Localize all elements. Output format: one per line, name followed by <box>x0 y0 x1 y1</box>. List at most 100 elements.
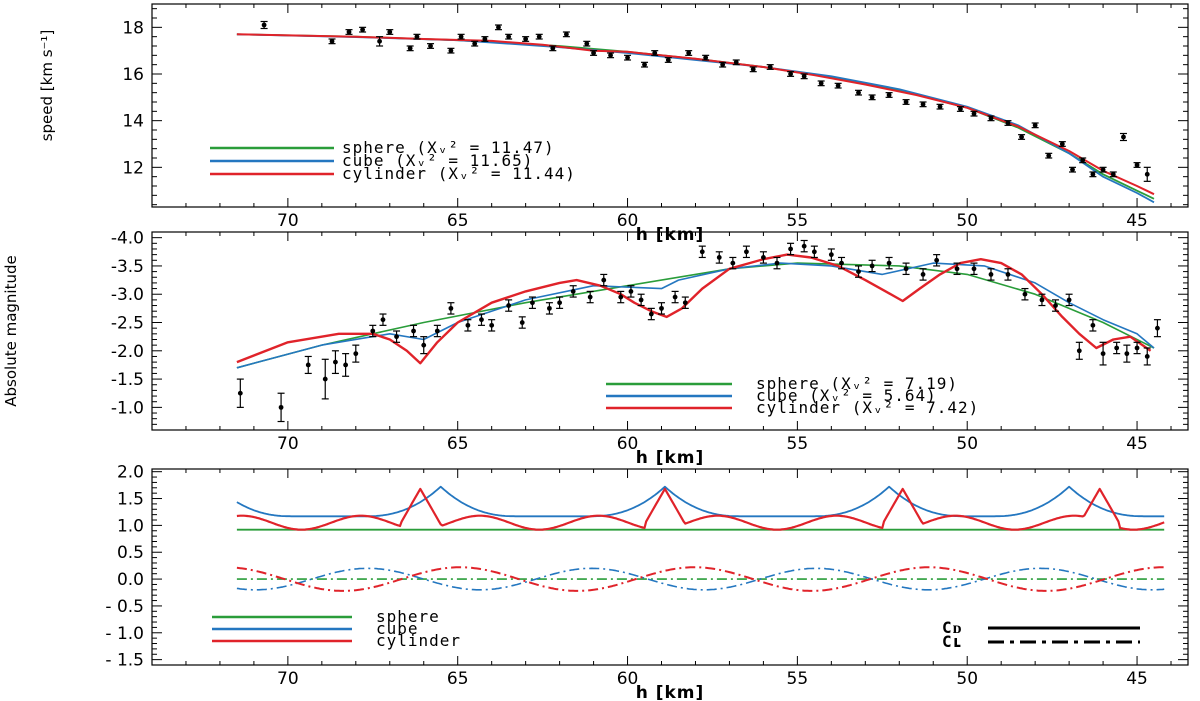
data-marker <box>411 328 416 334</box>
data-point <box>787 71 795 77</box>
data-point <box>352 344 360 363</box>
y-tick-label: 16 <box>122 65 144 85</box>
data-point <box>1052 299 1060 312</box>
x-tick-label: 60 <box>617 669 639 689</box>
data-marker <box>811 249 817 255</box>
data-marker <box>448 305 454 311</box>
data-marker <box>1059 141 1065 147</box>
data-point <box>406 45 414 52</box>
data-marker <box>261 22 267 28</box>
data-point <box>868 259 876 273</box>
data-point <box>1031 122 1039 129</box>
data-marker <box>394 334 399 340</box>
cd-line-cylinder <box>236 487 1165 531</box>
data-point <box>471 40 479 47</box>
data-point <box>885 92 893 98</box>
data-point <box>260 20 268 30</box>
data-point <box>1113 341 1121 355</box>
data-point <box>1133 341 1141 355</box>
data-point <box>562 31 570 38</box>
data-point <box>1004 120 1012 126</box>
legend-label-cube: cube (Xᵥ² = 11.65) <box>342 151 533 170</box>
data-point <box>410 324 418 338</box>
data-marker <box>377 38 382 44</box>
data-point <box>919 101 927 108</box>
data-marker <box>869 94 875 100</box>
data-point <box>1119 132 1127 142</box>
data-point <box>569 285 577 298</box>
data-point <box>1099 166 1107 173</box>
data-marker <box>682 300 688 306</box>
data-point <box>698 245 706 259</box>
data-marker <box>988 115 994 121</box>
data-point <box>1133 162 1141 168</box>
data-point <box>477 313 485 326</box>
data-point <box>817 80 825 87</box>
data-marker <box>329 38 335 44</box>
data-point <box>1079 157 1087 164</box>
data-marker <box>1080 157 1086 163</box>
data-point <box>759 251 767 264</box>
x-axis-label: h [km] <box>636 225 705 245</box>
data-point <box>902 262 910 276</box>
y-tick-label: - 1.0 <box>105 624 144 644</box>
data-marker <box>903 266 909 272</box>
data-point <box>919 268 927 281</box>
x-tick-label: 50 <box>956 434 978 454</box>
data-point <box>386 29 394 35</box>
data-marker <box>519 320 525 325</box>
y-tick-label: -1.5 <box>111 370 144 390</box>
data-marker <box>1022 291 1028 297</box>
y-tick-label: -3.5 <box>111 257 144 277</box>
data-point <box>1021 287 1029 301</box>
model-line-cube <box>236 33 1155 204</box>
data-marker <box>1005 120 1011 126</box>
data-point <box>505 33 513 40</box>
data-point <box>742 245 750 259</box>
data-point <box>1045 152 1053 159</box>
data-point <box>773 256 781 270</box>
data-marker <box>1114 345 1120 351</box>
x-axis-label: h [km] <box>636 683 705 701</box>
data-marker <box>360 27 365 33</box>
data-marker <box>346 29 352 35</box>
data-point <box>321 358 329 400</box>
data-marker <box>506 34 512 40</box>
data-point <box>376 36 384 47</box>
y-tick-label: 0.5 <box>117 543 144 563</box>
data-point <box>766 64 774 70</box>
data-marker <box>903 99 909 105</box>
data-point <box>732 59 740 66</box>
y-tick-label: - 1.5 <box>105 651 144 671</box>
data-point <box>1109 171 1117 178</box>
x-tick-label: 45 <box>1126 669 1148 689</box>
data-point <box>586 290 594 304</box>
data-marker <box>652 50 658 56</box>
data-point <box>331 350 339 375</box>
data-point <box>528 296 536 309</box>
data-marker <box>523 36 529 42</box>
data-marker <box>920 101 926 107</box>
data-point <box>556 296 564 309</box>
data-marker <box>1076 348 1082 354</box>
data-point <box>834 82 842 89</box>
data-point <box>545 302 553 315</box>
legend-label-sphere: sphere (Xᵥ² = 7.19) <box>756 374 958 393</box>
data-point <box>987 115 995 122</box>
data-marker <box>482 36 488 42</box>
y-tick-label: -3.0 <box>111 285 144 305</box>
legend-label-sphere: sphere (Xᵥ² = 11.47) <box>342 138 555 157</box>
data-marker <box>1155 325 1160 331</box>
cl-line-cylinder <box>236 566 1165 592</box>
data-marker <box>1144 354 1150 359</box>
x-tick-label: 55 <box>787 434 809 454</box>
data-point <box>1143 166 1151 182</box>
y-tick-label: 14 <box>122 112 144 132</box>
legend-label-cylinder: cylinder (Xᵥ² = 11.44) <box>342 164 576 183</box>
data-point <box>729 256 737 270</box>
y-axis-label: speed [km s⁻¹] <box>38 30 56 142</box>
y-tick-label: -4.0 <box>111 229 144 249</box>
data-point <box>359 26 367 33</box>
y-tick-label: -2.0 <box>111 342 144 362</box>
x-tick-label: 45 <box>1126 211 1148 231</box>
